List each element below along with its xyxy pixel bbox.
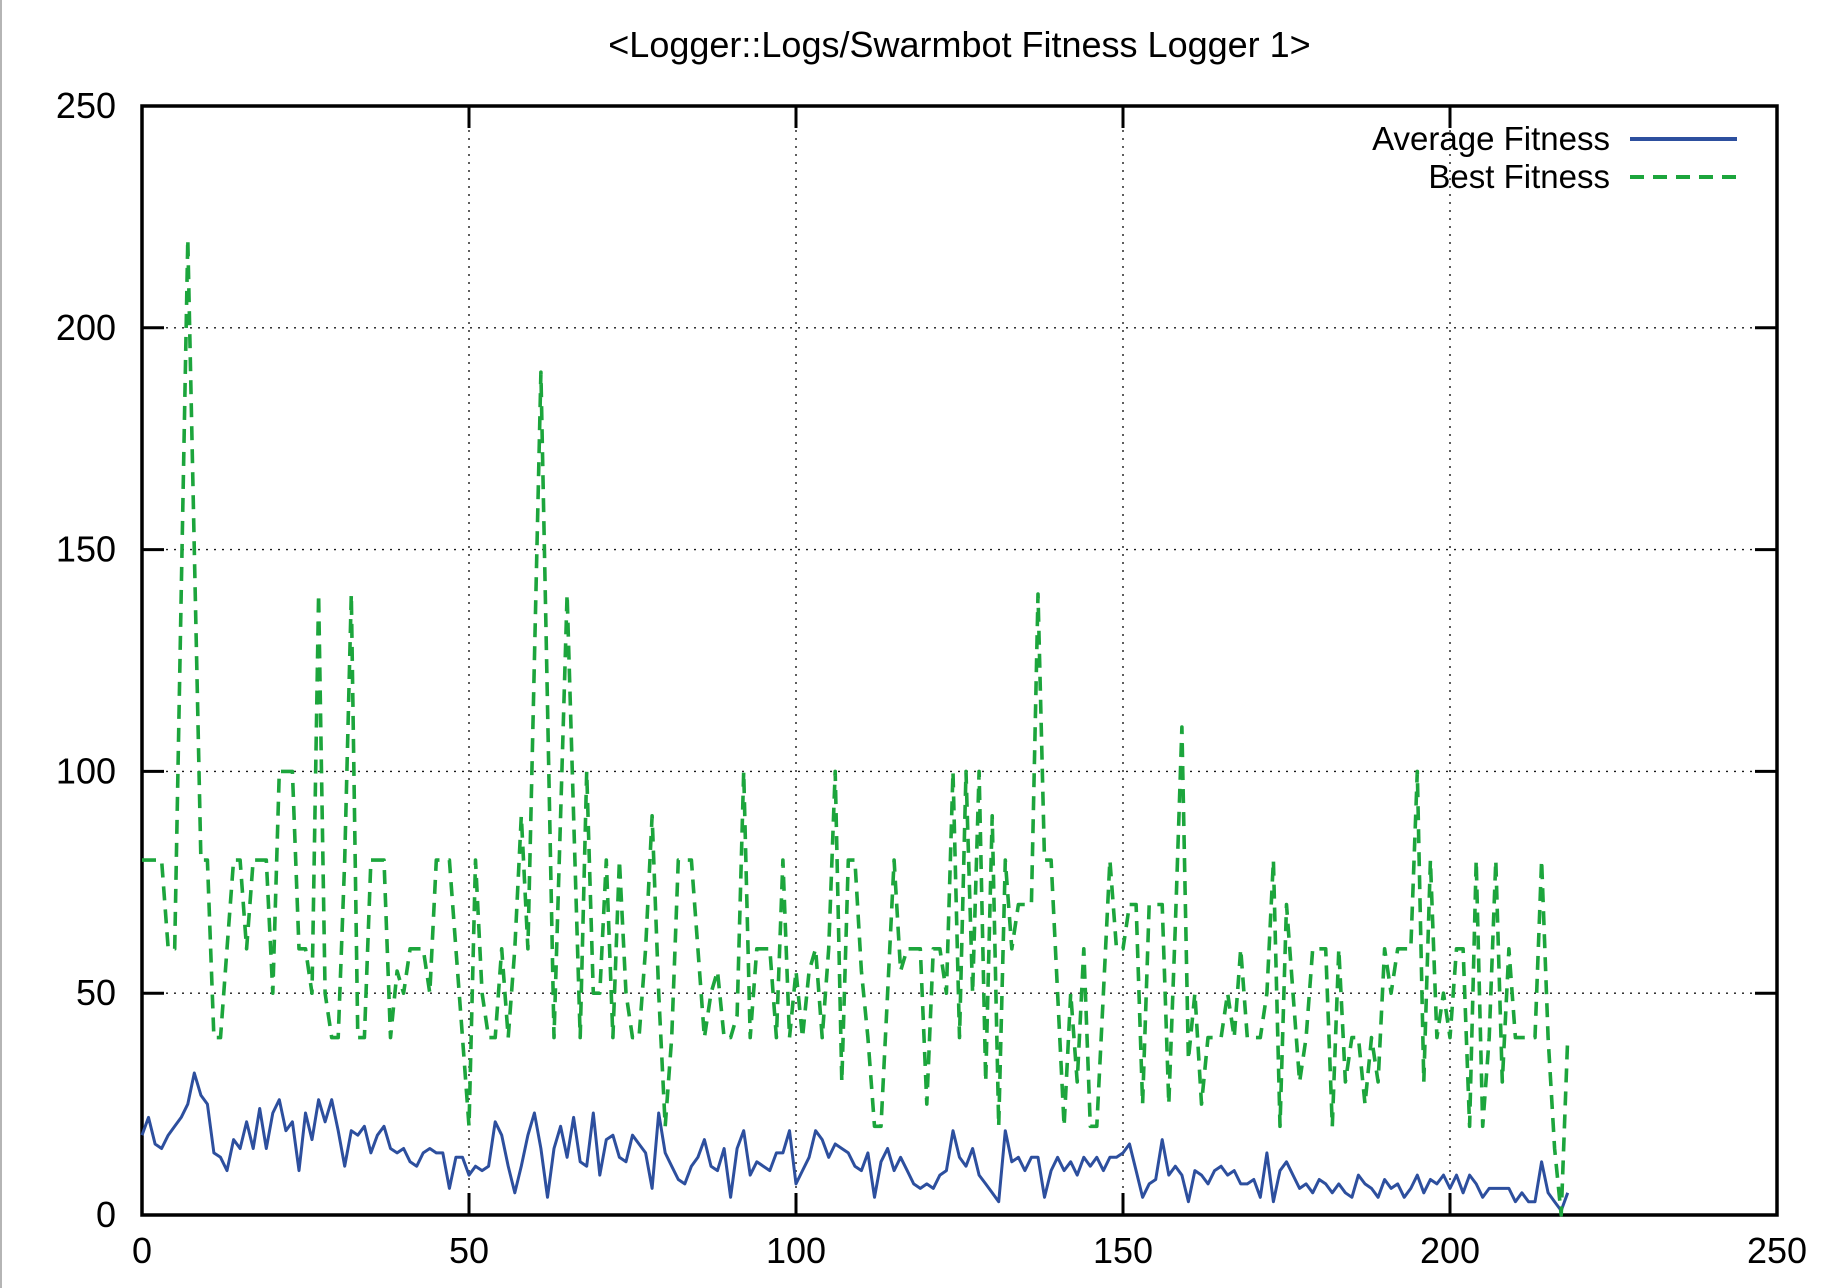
legend-line-sample-best-fitness bbox=[1630, 175, 1737, 179]
x-tick-label: 0 bbox=[132, 1230, 152, 1271]
legend-label-average-fitness: Average Fitness bbox=[1372, 120, 1610, 157]
legend-label-best-fitness: Best Fitness bbox=[1428, 158, 1610, 195]
y-tick-label: 150 bbox=[56, 529, 116, 570]
x-tick-label: 50 bbox=[449, 1230, 489, 1271]
legend: Average Fitness Best Fitness bbox=[1372, 120, 1737, 196]
x-tick-label: 250 bbox=[1747, 1230, 1807, 1271]
y-tick-label: 50 bbox=[76, 972, 116, 1013]
y-tick-label: 0 bbox=[96, 1194, 116, 1235]
legend-line-sample-average-fitness bbox=[1630, 137, 1737, 141]
y-tick-label: 250 bbox=[56, 85, 116, 126]
legend-row-average-fitness: Average Fitness bbox=[1372, 120, 1737, 158]
legend-row-best-fitness: Best Fitness bbox=[1372, 158, 1737, 196]
series-line-average-fitness bbox=[140, 1071, 1570, 1213]
y-tick-label: 100 bbox=[56, 750, 116, 791]
series-line-best-fitness bbox=[142, 237, 1570, 1217]
x-tick-label: 150 bbox=[1093, 1230, 1153, 1271]
chart-title: <Logger::Logs/Swarmbot Fitness Logger 1> bbox=[608, 24, 1311, 65]
x-tick-label: 200 bbox=[1420, 1230, 1480, 1271]
y-tick-label: 200 bbox=[56, 307, 116, 348]
x-tick-label: 100 bbox=[766, 1230, 826, 1271]
plot-border bbox=[140, 104, 1779, 1217]
